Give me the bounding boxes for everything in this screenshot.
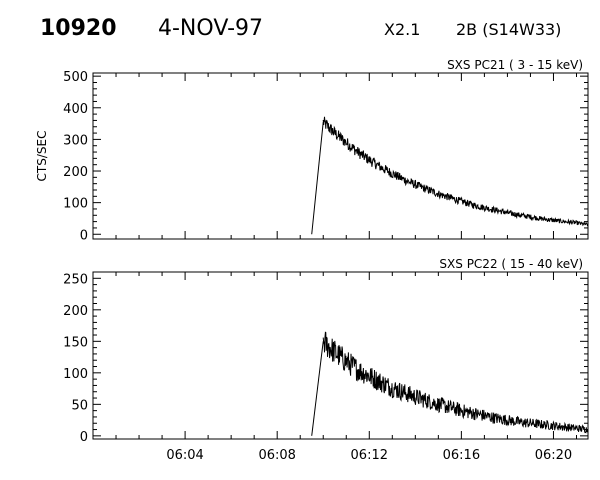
flare-number: 10920 [40,16,117,41]
y-tick-label: 200 [63,165,88,180]
y-tick-label: 250 [63,272,88,287]
y-tick-label: 100 [63,367,88,382]
y-tick-label: 400 [63,102,88,117]
y-tick-label: 200 [63,304,88,319]
series-line-pc22 [322,331,589,434]
y-tick-label: 50 [71,398,88,413]
series-rise-segment [311,121,324,235]
x-tick-label: 06:20 [535,448,572,463]
x-tick-label: 06:08 [258,448,295,463]
optical-class-location: 2B (S14W33) [456,20,562,39]
plot-frame [92,72,589,240]
y-tick-label: 150 [63,335,88,350]
y-tick-label: 500 [63,70,88,85]
y-tick-label: 0 [80,228,88,243]
y-tick-label: 0 [80,430,88,445]
x-tick-label: 06:16 [443,448,480,463]
x-tick-label: 06:04 [166,448,203,463]
panel-title: SXS PC22 ( 15 - 40 keV) [439,257,583,271]
panel-title: SXS PC21 ( 3 - 15 keV) [447,58,583,72]
series-rise-segment [311,341,324,436]
y-tick-label: 100 [63,197,88,212]
flare-date: 4-NOV-97 [158,16,264,41]
y-tick-label: 300 [63,133,88,148]
x-tick-label: 06:12 [351,448,388,463]
xray-class: X2.1 [384,20,421,39]
y-axis-label: CTS/SEC [35,131,49,182]
plot-frame [92,271,589,440]
series-line-pc21 [322,116,589,227]
